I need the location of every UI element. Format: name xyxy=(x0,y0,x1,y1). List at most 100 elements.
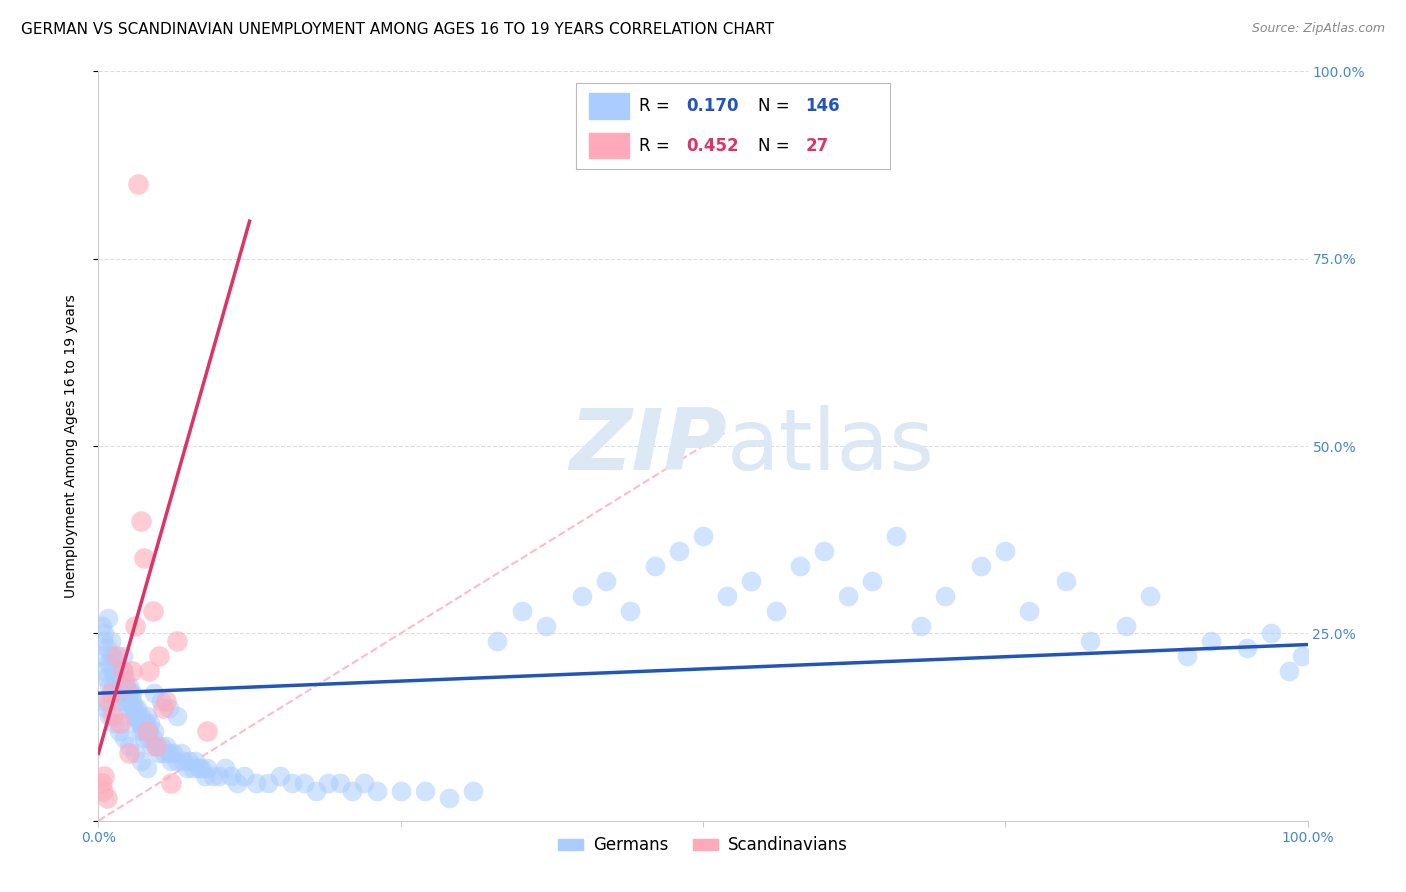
Point xyxy=(108,664,131,678)
Point xyxy=(139,716,162,731)
Point xyxy=(97,694,120,708)
Point xyxy=(134,731,156,746)
Point xyxy=(108,716,131,731)
Point xyxy=(124,701,146,715)
Point xyxy=(103,664,125,678)
Point xyxy=(91,633,114,648)
Point xyxy=(145,739,167,753)
Point xyxy=(157,701,180,715)
Point xyxy=(595,574,617,588)
Point xyxy=(160,776,183,790)
Point xyxy=(138,723,160,738)
Point xyxy=(97,657,120,671)
Point xyxy=(1291,648,1313,663)
Point xyxy=(131,716,153,731)
Point xyxy=(1018,604,1040,618)
Point xyxy=(195,761,218,775)
Point xyxy=(112,686,135,700)
Point xyxy=(101,708,124,723)
Point xyxy=(162,746,184,760)
Point xyxy=(91,619,114,633)
Point xyxy=(1078,633,1101,648)
Point xyxy=(110,694,132,708)
Point xyxy=(142,731,165,746)
Point xyxy=(184,754,207,768)
Point xyxy=(292,776,315,790)
Point xyxy=(813,544,835,558)
Point xyxy=(860,574,883,588)
Point xyxy=(115,679,138,693)
Point xyxy=(232,769,254,783)
Text: atlas: atlas xyxy=(727,404,935,488)
Point xyxy=(108,671,131,685)
Point xyxy=(692,529,714,543)
Point xyxy=(100,664,122,678)
Point xyxy=(114,671,136,685)
Point xyxy=(105,664,128,678)
Point xyxy=(134,551,156,566)
Point xyxy=(135,716,157,731)
Point xyxy=(135,708,157,723)
Point xyxy=(486,633,509,648)
Point xyxy=(208,769,231,783)
Point xyxy=(765,604,787,618)
Point xyxy=(160,754,183,768)
Point xyxy=(135,723,157,738)
Point xyxy=(125,716,148,731)
Point xyxy=(155,694,177,708)
Text: Source: ZipAtlas.com: Source: ZipAtlas.com xyxy=(1251,22,1385,36)
Point xyxy=(413,783,436,797)
Point xyxy=(1054,574,1077,588)
Point xyxy=(366,783,388,797)
Point xyxy=(129,514,152,528)
Point xyxy=(101,679,124,693)
Point xyxy=(101,648,124,663)
Point xyxy=(105,657,128,671)
Point xyxy=(145,739,167,753)
Point xyxy=(103,716,125,731)
Point xyxy=(740,574,762,588)
Point xyxy=(166,633,188,648)
Point xyxy=(100,686,122,700)
Point xyxy=(94,671,117,685)
Point xyxy=(105,648,128,663)
Point xyxy=(166,708,188,723)
Point xyxy=(91,783,114,797)
Point xyxy=(463,783,485,797)
Point xyxy=(202,769,225,783)
Point xyxy=(100,648,122,663)
Point xyxy=(1236,641,1258,656)
Point xyxy=(152,701,174,715)
Point xyxy=(124,708,146,723)
Point xyxy=(91,776,114,790)
Point xyxy=(221,769,243,783)
Point xyxy=(129,723,152,738)
Point xyxy=(214,761,236,775)
Point xyxy=(108,723,131,738)
Point xyxy=(141,739,163,753)
Point xyxy=(644,558,666,573)
Point xyxy=(437,791,460,805)
Point xyxy=(1175,648,1198,663)
Point xyxy=(93,664,115,678)
Point xyxy=(668,544,690,558)
Point xyxy=(124,619,146,633)
Point xyxy=(150,694,173,708)
Point xyxy=(98,679,121,693)
Point xyxy=(226,776,249,790)
Point xyxy=(107,679,129,693)
Point xyxy=(127,701,149,715)
Point xyxy=(94,701,117,715)
Point xyxy=(169,746,191,760)
Point xyxy=(111,664,134,678)
Point xyxy=(132,723,155,738)
Point xyxy=(143,723,166,738)
Point xyxy=(150,739,173,753)
Point xyxy=(389,783,412,797)
Point xyxy=(104,671,127,685)
Point xyxy=(118,739,141,753)
Point xyxy=(155,739,177,753)
Point xyxy=(190,761,212,775)
Point xyxy=(100,633,122,648)
Point xyxy=(138,664,160,678)
